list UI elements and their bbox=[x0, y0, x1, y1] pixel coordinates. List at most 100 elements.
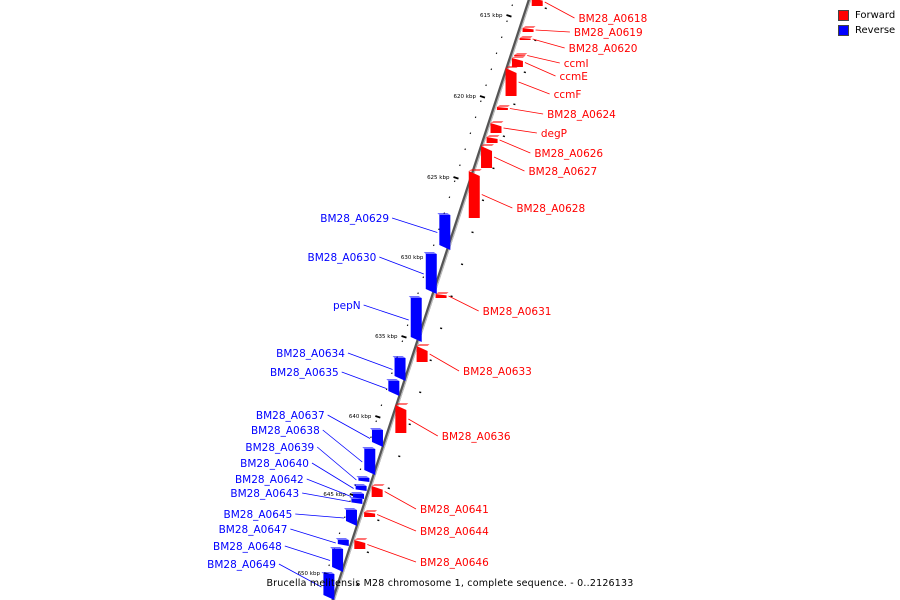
forward-gene-label: BM28_A0624 bbox=[547, 109, 616, 121]
reverse-gene bbox=[410, 298, 422, 342]
legend-forward: Forward bbox=[838, 8, 895, 23]
minor-tick bbox=[418, 391, 422, 394]
reverse-gene bbox=[388, 381, 400, 396]
forward-gene-label: BM28_A0627 bbox=[528, 166, 597, 178]
forward-gene bbox=[364, 512, 376, 517]
forward-gene-label: BM28_A0644 bbox=[420, 526, 489, 538]
forward-gene-label: BM28_A0628 bbox=[516, 203, 585, 215]
minor-tick bbox=[490, 68, 493, 71]
minor-tick bbox=[375, 420, 378, 423]
reverse-gene-label: BM28_A0637 bbox=[256, 410, 325, 422]
minor-tick bbox=[356, 583, 359, 586]
minor-tick bbox=[523, 71, 527, 74]
forward-gene-label: BM28_A0633 bbox=[463, 366, 532, 378]
reverse-gene-top-face bbox=[330, 547, 344, 549]
backbone-highlight bbox=[333, 0, 532, 600]
forward-gene-label: BM28_A0626 bbox=[534, 148, 603, 160]
forward-leader-line bbox=[535, 29, 570, 33]
forward-gene-top-face bbox=[435, 292, 449, 294]
reverse-leader-line bbox=[284, 545, 331, 561]
minor-tick bbox=[464, 148, 466, 151]
minor-tick bbox=[429, 359, 432, 362]
forward-gene bbox=[490, 123, 502, 133]
forward-gene-top-face bbox=[395, 403, 409, 405]
forward-gene bbox=[354, 540, 366, 549]
reverse-leader-line bbox=[341, 371, 387, 389]
forward-gene bbox=[416, 346, 428, 362]
forward-gene bbox=[511, 58, 523, 67]
minor-tick bbox=[502, 135, 506, 138]
major-tick bbox=[401, 335, 407, 339]
forward-leader-line bbox=[481, 194, 513, 209]
reverse-gene-label: BM28_A0640 bbox=[240, 458, 309, 470]
reverse-leader-line bbox=[391, 217, 438, 233]
forward-gene-top-face bbox=[486, 135, 500, 137]
minor-tick bbox=[471, 231, 474, 234]
minor-tick bbox=[387, 487, 390, 490]
reverse-gene-label: BM28_A0645 bbox=[224, 509, 293, 521]
forward-gene-top-face bbox=[416, 344, 430, 346]
legend: Forward Reverse bbox=[838, 8, 895, 38]
reverse-leader-line bbox=[306, 478, 352, 497]
tick-label: 635 kbp bbox=[375, 334, 398, 340]
minor-tick bbox=[366, 551, 370, 554]
forward-leader-line bbox=[527, 55, 560, 64]
reverse-gene-top-face bbox=[356, 476, 370, 478]
minor-tick bbox=[453, 180, 456, 183]
tick-label: 645 kbp bbox=[323, 492, 346, 498]
forward-leader-line bbox=[384, 491, 417, 510]
minor-tick bbox=[460, 263, 464, 266]
minor-tick bbox=[328, 564, 330, 567]
forward-gene bbox=[522, 28, 534, 32]
minor-tick bbox=[439, 327, 443, 330]
forward-gene bbox=[514, 55, 526, 56]
reverse-gene bbox=[439, 215, 451, 250]
forward-leader-line bbox=[408, 418, 438, 437]
reverse-gene bbox=[394, 358, 406, 381]
forward-gene bbox=[519, 38, 531, 40]
reverse-gene-label: BM28_A0642 bbox=[235, 474, 304, 486]
reverse-leader-line bbox=[316, 446, 357, 481]
reverse-gene-label: pepN bbox=[333, 300, 361, 312]
forward-gene bbox=[486, 137, 498, 143]
forward-gene-top-face bbox=[519, 36, 533, 38]
forward-leader-line bbox=[499, 139, 531, 154]
reverse-leader-line bbox=[290, 528, 336, 544]
forward-gene bbox=[496, 107, 508, 110]
forward-leader-line bbox=[544, 1, 575, 19]
minor-tick bbox=[459, 164, 461, 167]
reverse-label: Reverse bbox=[855, 25, 896, 36]
forward-gene-label: BM28_A0618 bbox=[578, 13, 647, 25]
minor-tick bbox=[338, 532, 341, 535]
reverse-gene-label: BM28_A0649 bbox=[207, 559, 276, 571]
minor-tick bbox=[401, 340, 404, 343]
minor-tick bbox=[408, 423, 411, 426]
minor-tick bbox=[349, 500, 351, 503]
genes-group bbox=[321, 0, 543, 600]
minor-tick bbox=[480, 100, 482, 103]
reverse-gene-label: BM28_A0629 bbox=[320, 213, 389, 225]
tick-label: 650 kbp bbox=[298, 571, 321, 577]
reverse-leader-line bbox=[363, 304, 409, 321]
reverse-swatch bbox=[838, 25, 849, 36]
reverse-gene-label: BM28_A0648 bbox=[213, 541, 282, 553]
reverse-leader-line bbox=[295, 513, 345, 519]
minor-tick bbox=[544, 7, 547, 10]
minor-tick bbox=[422, 276, 425, 279]
forward-gene-top-face bbox=[496, 105, 510, 107]
forward-gene-top-face bbox=[514, 53, 528, 55]
forward-gene bbox=[435, 294, 447, 298]
forward-gene-label: ccmE bbox=[560, 71, 588, 83]
major-tick bbox=[453, 176, 459, 180]
minor-tick bbox=[485, 84, 487, 87]
forward-gene-top-face bbox=[364, 510, 378, 512]
minor-tick bbox=[438, 228, 440, 231]
reverse-gene bbox=[323, 574, 335, 600]
minor-tick bbox=[513, 103, 516, 106]
forward-gene-label: BM28_A0619 bbox=[574, 27, 643, 39]
reverse-gene-label: BM28_A0638 bbox=[251, 425, 320, 437]
reverse-gene bbox=[351, 499, 363, 504]
forward-gene-label: BM28_A0631 bbox=[483, 306, 552, 318]
reverse-leader-line bbox=[278, 563, 322, 588]
